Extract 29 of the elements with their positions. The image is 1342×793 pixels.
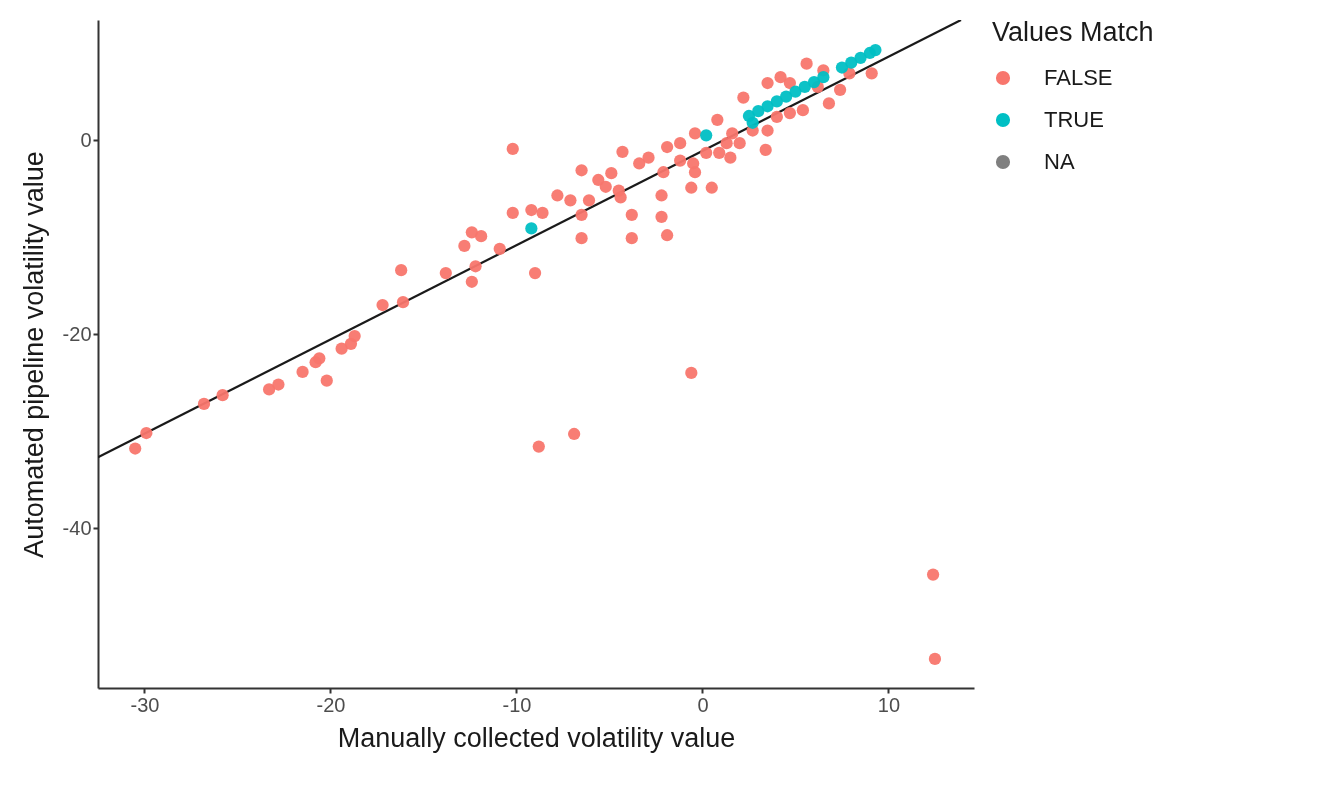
legend-label: TRUE — [1044, 107, 1104, 132]
x-tick-label: 0 — [697, 693, 709, 716]
point — [700, 129, 713, 142]
point — [752, 105, 765, 118]
point — [854, 51, 867, 64]
x-axis-title: Manually collected volatility value — [337, 722, 736, 753]
x-tick-label: 10 — [877, 693, 901, 716]
point — [869, 43, 882, 57]
x-tick-label: -20 — [316, 693, 346, 716]
point — [525, 222, 538, 235]
point — [746, 116, 759, 129]
point — [761, 100, 774, 113]
y-tick-label: -40 — [62, 516, 92, 539]
point — [770, 95, 783, 108]
point — [835, 61, 849, 74]
point — [789, 85, 802, 98]
y-axis-title: Automated pipeline volatility value — [18, 151, 49, 558]
point — [845, 56, 858, 69]
legend-title: Values Match — [992, 17, 1154, 47]
point — [817, 71, 830, 84]
point — [798, 80, 811, 94]
x-tick-label: -10 — [502, 693, 532, 716]
x-tick-label: -30 — [130, 693, 160, 716]
y-tick-label: -20 — [62, 322, 92, 345]
y-tick-label: 0 — [80, 128, 92, 151]
legend-label: NA — [1044, 149, 1075, 174]
point — [807, 75, 821, 89]
point — [780, 90, 793, 103]
legend-label: FALSE — [1044, 65, 1113, 90]
